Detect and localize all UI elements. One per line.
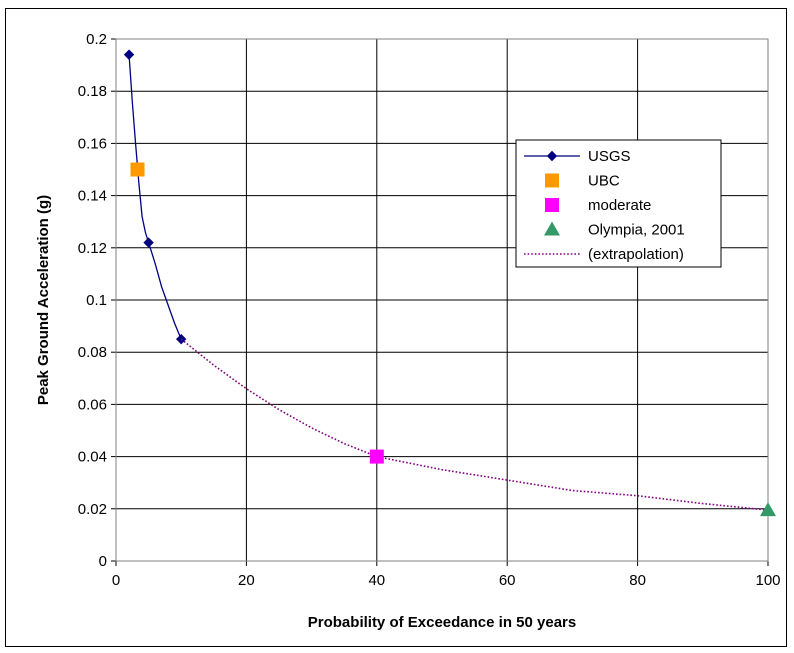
legend-label-moderate: moderate [588, 197, 651, 214]
series-ubc-point [130, 162, 145, 177]
legend: USGS UBC moderate Olympia, 2001 (extrapolati… [515, 139, 722, 268]
series-usgs-point [143, 237, 154, 248]
x-tick-label: 60 [499, 572, 516, 589]
x-tick-label: 40 [368, 572, 385, 589]
series-usgs-point [123, 49, 135, 60]
x-tick-label: 80 [629, 572, 646, 589]
legend-label-ubc: UBC [588, 173, 620, 190]
series-layer [123, 49, 776, 517]
y-tick-label: 0.06 [78, 396, 107, 413]
gridlines [111, 38, 769, 566]
series-olympia-2001-point [760, 502, 776, 517]
x-axis-title: Probability of Exceedance in 50 years [308, 614, 576, 631]
legend-label-extrapolation: (extrapolation) [588, 246, 684, 263]
y-tick-label: 0.08 [78, 344, 107, 361]
series-extrapolation-line [180, 338, 769, 511]
y-tick-label: 0.1 [86, 292, 107, 309]
legend-label-usgs: USGS [588, 148, 631, 165]
legend-marker-olympia-2001 [544, 221, 560, 236]
x-tick-label: 0 [112, 572, 120, 589]
legend-marker-ubc [545, 173, 559, 188]
y-axis-title: Peak Ground Acceleration (g) [35, 195, 52, 405]
y-tick-label: 0.14 [78, 188, 107, 205]
y-tick-label: 0.02 [78, 501, 107, 518]
y-tick-label: 0.18 [78, 83, 107, 100]
y-tick-label: 0.12 [78, 240, 107, 257]
series-moderate-point [369, 449, 384, 464]
y-tick-label: 0.2 [86, 31, 107, 48]
y-tick-label: 0.04 [78, 449, 107, 466]
x-tick-label: 100 [755, 572, 780, 589]
legend-marker-usgs [546, 150, 558, 162]
y-tick-label: 0 [99, 553, 107, 570]
chart-frame [5, 8, 787, 647]
plot-area [115, 38, 769, 562]
x-tick-label: 20 [238, 572, 255, 589]
x-tick-labels: 0 20 40 60 80 100 [112, 572, 781, 589]
y-tick-label: 0.16 [78, 135, 107, 152]
legend-label-olympia-2001: Olympia, 2001 [588, 222, 685, 239]
legend-marker-moderate [545, 198, 559, 212]
series-usgs-line [128, 54, 182, 340]
y-tick-labels: 0 0.02 0.04 0.06 0.08 0.1 0.12 0.14 0.16 0.18 0.2 [78, 31, 107, 570]
